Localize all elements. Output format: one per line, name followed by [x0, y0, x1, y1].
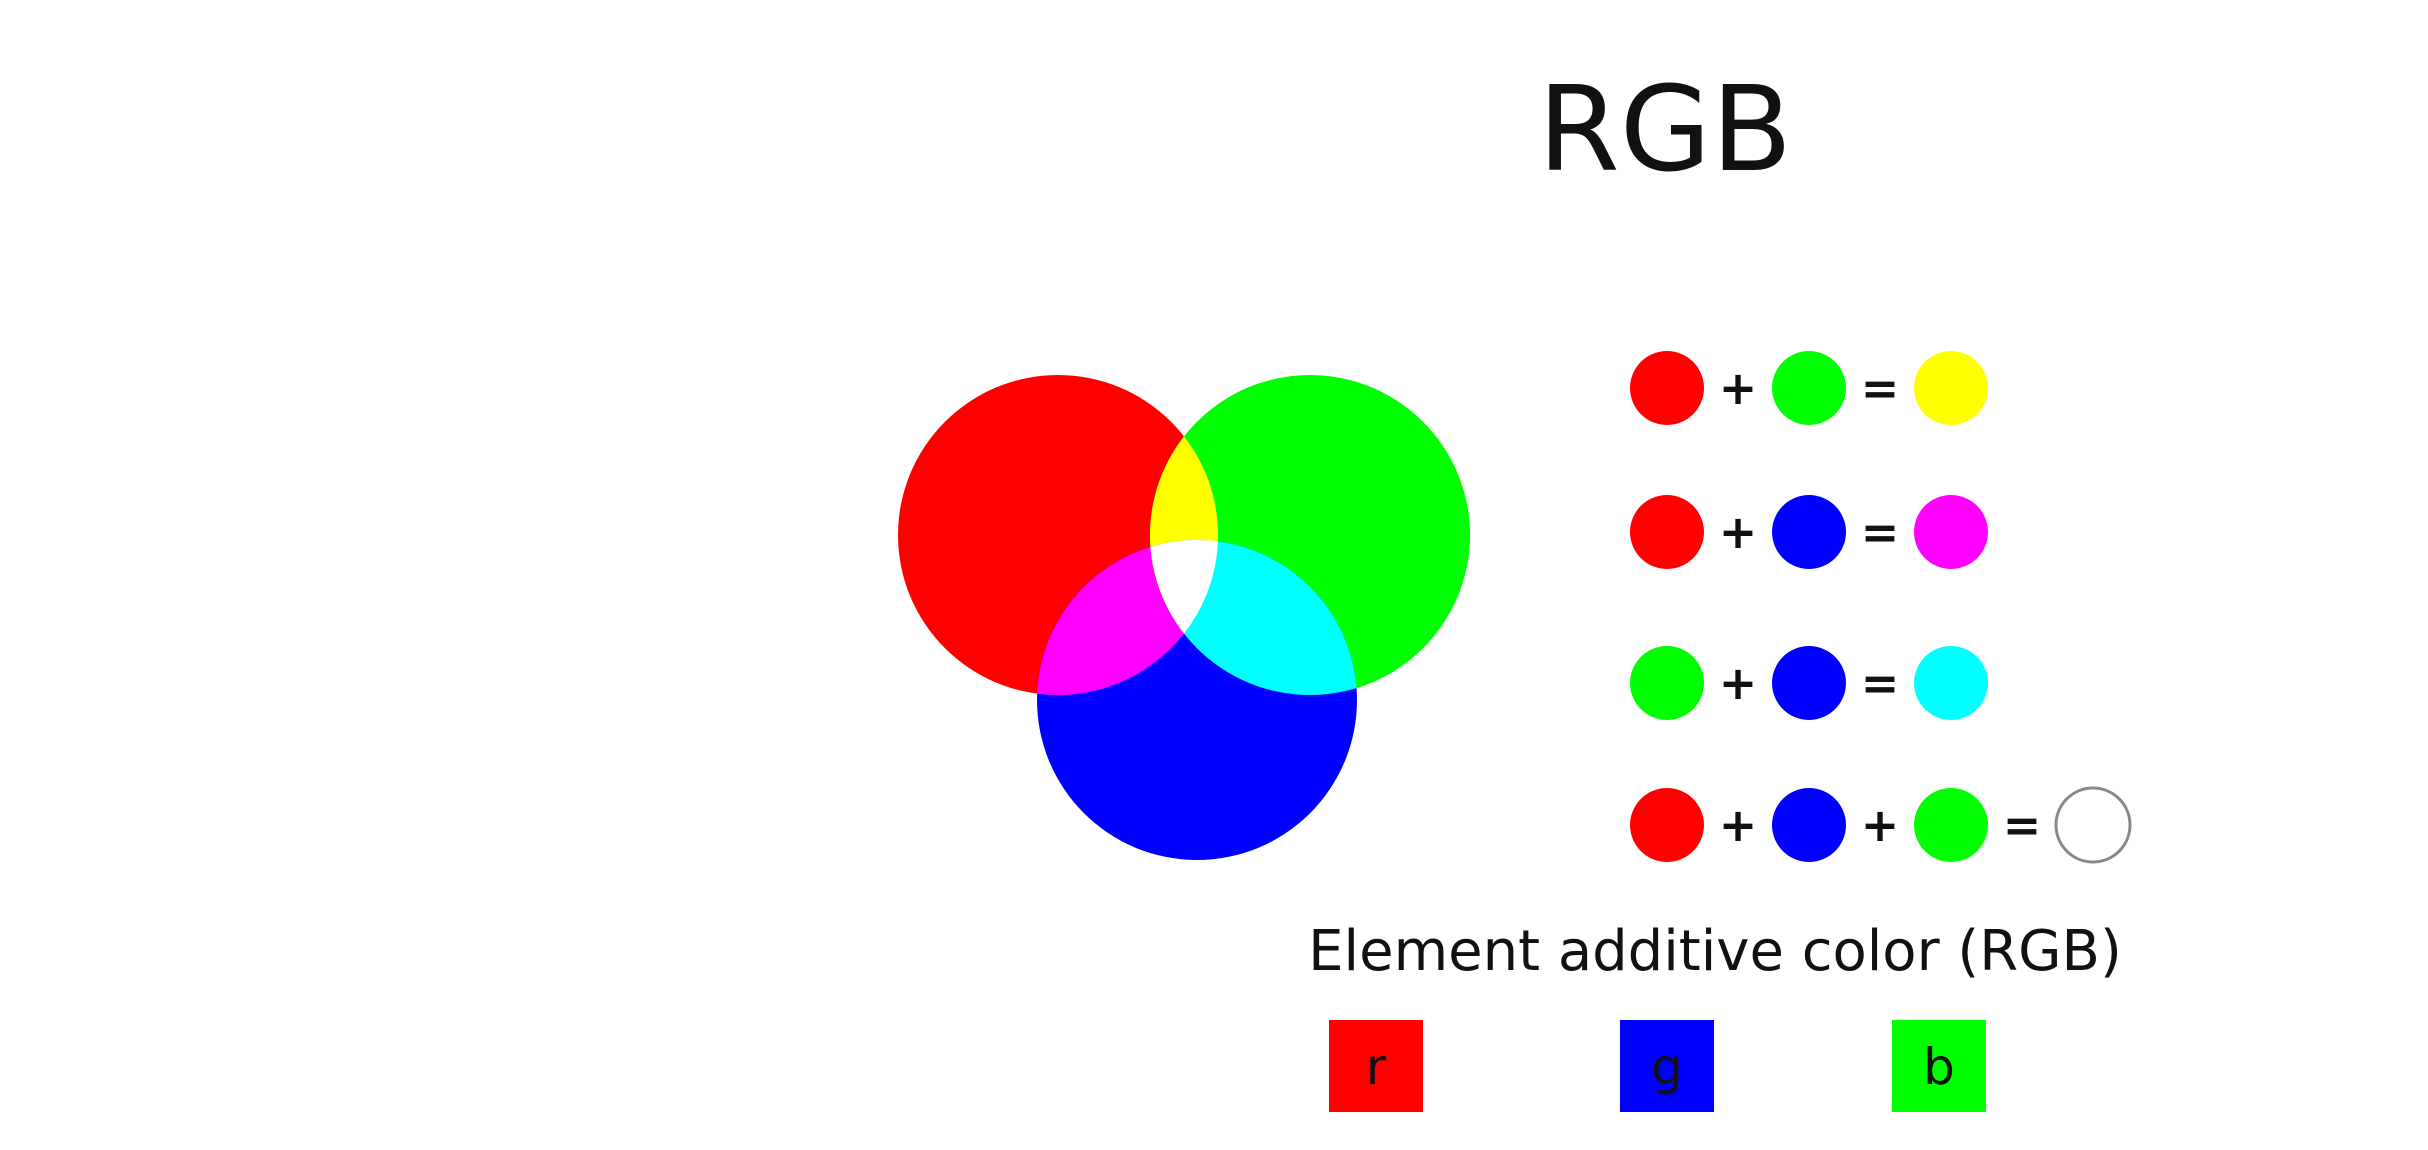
venn-diagram	[898, 375, 1470, 860]
color-equations: + =+ =+ =+ + =	[1630, 351, 2132, 864]
equation-row: + =	[1630, 646, 1988, 720]
equation-row: + =	[1630, 495, 1988, 569]
color-dot	[1772, 495, 1846, 569]
equals-sign: =	[1861, 505, 1900, 559]
swatch-label: b	[1923, 1038, 1955, 1096]
color-dot	[1630, 495, 1704, 569]
cyan-overlap	[1150, 540, 1357, 695]
color-dot	[1914, 788, 1988, 862]
color-dot	[1772, 351, 1846, 425]
color-dot	[1630, 646, 1704, 720]
plus-sign: +	[1719, 656, 1758, 710]
swatch-box	[1892, 1020, 1986, 1112]
plus-sign: +	[1719, 798, 1758, 852]
equals-sign: =	[1861, 361, 1900, 415]
swatch-g: g	[1620, 1020, 1714, 1112]
swatch-b: b	[1892, 1020, 1986, 1112]
swatch-r: r	[1329, 1020, 1423, 1112]
equals-sign: =	[1861, 656, 1900, 710]
result-dot	[1914, 646, 1988, 720]
result-dot	[1914, 495, 1988, 569]
caption: Element additive color (RGB)	[1308, 919, 2122, 984]
swatch-label: g	[1651, 1038, 1683, 1096]
swatch-box	[1329, 1020, 1423, 1112]
plus-sign: +	[1861, 798, 1900, 852]
plus-sign: +	[1719, 505, 1758, 559]
swatch-box	[1620, 1020, 1714, 1112]
swatch-label: r	[1366, 1038, 1387, 1096]
equation-row: + =	[1630, 351, 1988, 425]
magenta-overlap	[1037, 540, 1218, 695]
color-dot	[1772, 646, 1846, 720]
result-dot	[2054, 786, 2132, 864]
plus-sign: +	[1719, 361, 1758, 415]
equals-sign: =	[2003, 798, 2042, 852]
color-dot	[1630, 351, 1704, 425]
equation-row: + + =	[1630, 786, 2132, 864]
color-dot	[1630, 788, 1704, 862]
result-dot	[1914, 351, 1988, 425]
diagram-title: RGB	[1538, 60, 1792, 198]
color-dot	[1772, 788, 1846, 862]
